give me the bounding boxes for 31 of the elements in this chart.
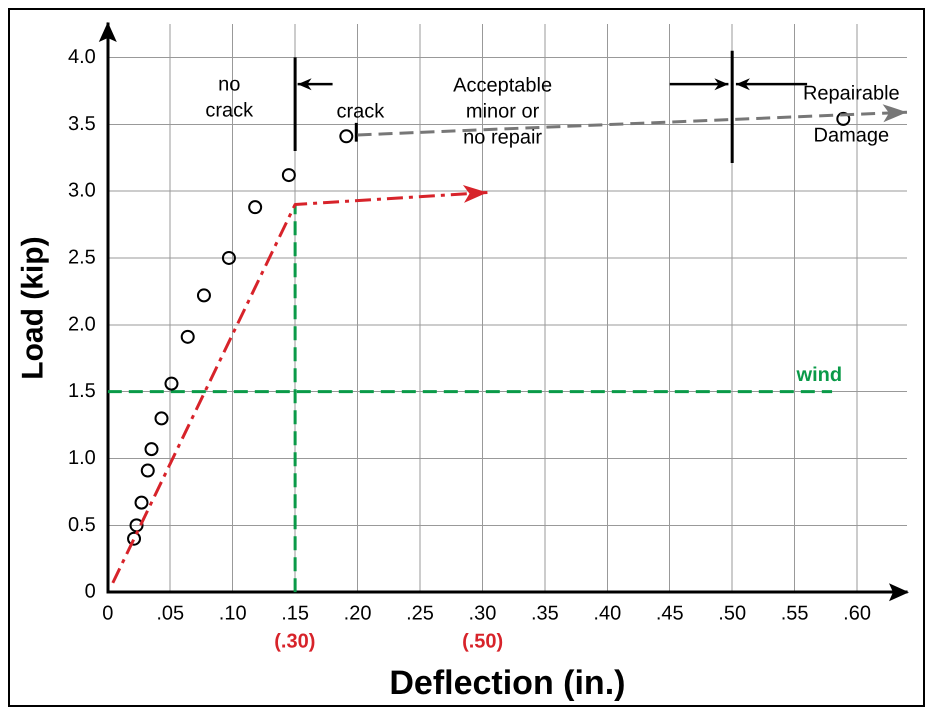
- annotation: no crack: [205, 73, 254, 122]
- x-tick-label: .40: [593, 602, 622, 625]
- annotation: Repairable Damage: [802, 82, 900, 146]
- text: (.50): [462, 630, 504, 653]
- text: (.30): [274, 630, 316, 653]
- x-tick-label: .05: [156, 602, 184, 625]
- x-tick-label: .30: [468, 602, 496, 625]
- y-tick-label: 0.5: [68, 514, 96, 536]
- x-tick-label: .45: [656, 602, 684, 625]
- y-tick-label: 1.0: [68, 447, 96, 470]
- x-tick-label: .25: [406, 602, 434, 625]
- y-tick-label: 1.5: [68, 380, 96, 402]
- y-tick-label: 2.0: [68, 313, 96, 336]
- annotation: crack: [336, 100, 386, 123]
- x-tick-label: .50: [718, 602, 746, 625]
- y-axis-title: Load (kip): [16, 236, 50, 380]
- annotation: Acceptable minor or no repair: [453, 74, 552, 149]
- y-tick-label: 3.5: [68, 112, 96, 135]
- series-label: wind: [796, 364, 842, 386]
- x-tick-label: .60: [843, 602, 871, 625]
- x-tick-label: .55: [780, 602, 809, 625]
- x-tick-label: 0: [102, 602, 114, 625]
- x-tick-label: .15: [281, 602, 310, 625]
- x-tick-label: .10: [218, 602, 247, 625]
- y-tick-label: 0: [84, 580, 96, 603]
- y-tick-label: 3.0: [68, 180, 96, 202]
- x-tick-label: .20: [344, 602, 372, 625]
- x-tick-label: .35: [530, 602, 559, 625]
- x-axis-title: Deflection (in.): [389, 664, 626, 702]
- y-tick-label: 4.0: [68, 46, 96, 68]
- y-tick-label: 2.5: [68, 246, 96, 268]
